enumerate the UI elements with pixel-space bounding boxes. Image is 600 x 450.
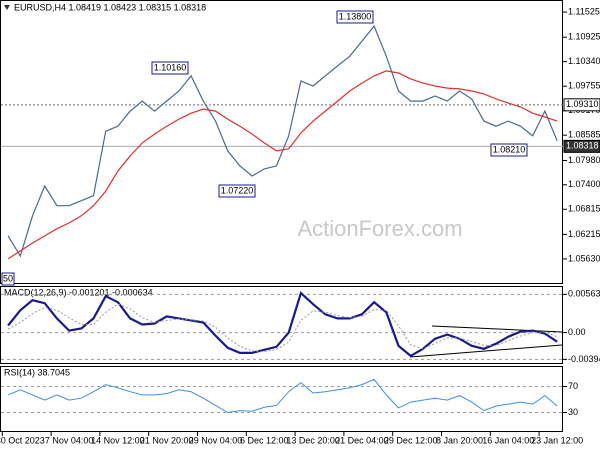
- x-tick-label: 30 Oct 2023: [0, 435, 45, 445]
- y-tick-label: 1.08585: [568, 130, 600, 140]
- watermark: ActionForex.com: [297, 216, 462, 241]
- x-tick-label: 21 Nov 20:00: [140, 435, 194, 445]
- x-tick-label: 14 Nov 12:00: [91, 435, 145, 445]
- y-tick-label: 0.005634: [568, 289, 600, 299]
- annotation-box: [151, 61, 189, 75]
- annotation: 1.10160: [154, 62, 187, 72]
- x-tick-label: 13 Dec 20:00: [286, 435, 340, 445]
- y-tick-label: 0.00: [568, 327, 586, 337]
- trend-line: [409, 344, 563, 358]
- series-line: [7, 303, 558, 353]
- x-tick-label: 7 Nov 04:00: [45, 435, 94, 445]
- y-tick-label: 1.06815: [568, 204, 600, 214]
- price-label-box: [563, 98, 600, 112]
- y-tick-label: -0.003949: [568, 354, 600, 364]
- macd-panel: [0, 286, 563, 364]
- price-title: EURUSD,H4 1.08419 1.08423 1.08315 1.0831…: [14, 2, 206, 12]
- series-line: [7, 24, 558, 258]
- y-tick-label: 1.07400: [568, 179, 600, 189]
- price-label: 1.08318: [566, 141, 599, 151]
- price-label-box: [563, 139, 600, 153]
- x-tick-label: 29 Dec 12:00: [384, 435, 438, 445]
- annotation: 1.07220: [221, 185, 254, 195]
- x-tick-label: 16 Jan 04:00: [482, 435, 534, 445]
- y-tick-label: 1.05630: [568, 253, 600, 263]
- y-tick-label: 1.10340: [568, 56, 600, 66]
- y-tick-label: 1.11525: [568, 6, 600, 16]
- annotation-box: [1, 272, 15, 286]
- annotation: 1.13800: [339, 11, 372, 21]
- x-tick-label: 23 Jan 12:00: [531, 435, 583, 445]
- x-tick-label: 6 Dec 12:00: [240, 435, 289, 445]
- y-tick-label: 1.10925: [568, 32, 600, 42]
- annotation: 1.08210: [493, 144, 526, 154]
- annotation: 50: [3, 273, 13, 283]
- annotation-box: [218, 184, 256, 198]
- series-line: [7, 291, 558, 358]
- collapse-icon: [4, 5, 10, 10]
- rsi-panel: [0, 366, 563, 432]
- price-label: 1.09310: [566, 99, 599, 109]
- series-line: [7, 378, 558, 414]
- x-tick-label: 21 Dec 04:00: [335, 435, 389, 445]
- y-tick-label: 70: [568, 381, 578, 391]
- annotation-box: [490, 143, 528, 157]
- y-tick-label: 1.09755: [568, 81, 600, 91]
- macd-title: MACD(12,26,9) -0.001201 -0.000634: [4, 287, 153, 297]
- y-tick-label: 1.06215: [568, 229, 600, 239]
- rsi-title: RSI(14) 38.7045: [4, 367, 70, 377]
- trend-line: [431, 325, 563, 333]
- y-tick-label: 1.07980: [568, 155, 600, 165]
- price-panel: [0, 0, 563, 284]
- annotation-box: [336, 10, 374, 24]
- series-line: [7, 70, 558, 260]
- y-tick-label: 30: [568, 407, 578, 417]
- x-tick-label: 29 Nov 04:00: [189, 435, 243, 445]
- x-tick-label: 8 Jan 20:00: [436, 435, 483, 445]
